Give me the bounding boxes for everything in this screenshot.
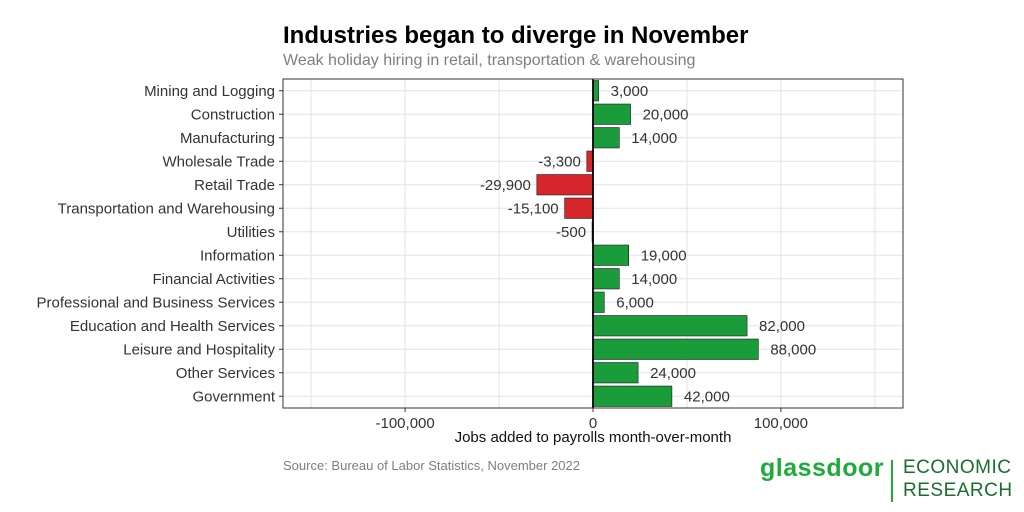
x-tick-label: 0 <box>589 415 597 432</box>
category-label: Utilities <box>227 224 275 241</box>
category-label: Education and Health Services <box>70 318 275 335</box>
category-label: Other Services <box>176 365 275 382</box>
data-label: 42,000 <box>684 388 730 405</box>
data-label: 6,000 <box>616 294 654 311</box>
category-label: Financial Activities <box>152 271 275 288</box>
chart-subtitle: Weak holiday hiring in retail, transport… <box>283 52 696 69</box>
category-label: Information <box>200 247 275 264</box>
data-label: -500 <box>556 224 586 241</box>
bar <box>592 103 631 125</box>
x-tick-label: -100,000 <box>376 415 435 432</box>
bar <box>592 338 759 360</box>
data-label: 19,000 <box>641 247 687 264</box>
data-label: 14,000 <box>631 271 677 288</box>
bar <box>564 197 594 219</box>
data-label: 82,000 <box>759 318 805 335</box>
bar <box>592 291 605 313</box>
source-note: Source: Bureau of Labor Statistics, Nove… <box>283 458 580 473</box>
chart-title: Industries began to diverge in November <box>283 22 749 49</box>
data-label: 20,000 <box>643 106 689 123</box>
category-label: Professional and Business Services <box>37 294 275 311</box>
category-label: Government <box>192 388 275 405</box>
data-label: -3,300 <box>538 153 581 170</box>
logo-divider <box>891 460 893 502</box>
category-label: Retail Trade <box>194 177 275 194</box>
category-label: Leisure and Hospitality <box>123 341 275 358</box>
bar <box>536 174 594 196</box>
bar <box>592 362 639 384</box>
category-label: Manufacturing <box>180 130 275 147</box>
logo-line-research: RESEARCH <box>903 480 1013 501</box>
bar <box>592 127 620 149</box>
bar <box>592 244 629 266</box>
x-axis-title: Jobs added to payrolls month-over-month <box>455 429 732 446</box>
category-label: Mining and Logging <box>144 83 275 100</box>
logo-line-economic: ECONOMIC <box>903 457 1012 478</box>
category-label: Construction <box>191 106 275 123</box>
glassdoor-economic-research-logo: glassdoor ECONOMIC RESEARCH <box>760 454 1013 504</box>
data-label: 14,000 <box>631 130 677 147</box>
data-label: -15,100 <box>508 200 559 217</box>
category-label: Transportation and Warehousing <box>58 200 275 217</box>
bar <box>592 268 620 290</box>
bar <box>592 315 748 337</box>
data-label: 88,000 <box>770 341 816 358</box>
logo-wordmark: glassdoor <box>760 454 884 482</box>
data-label: -29,900 <box>480 177 531 194</box>
category-label: Wholesale Trade <box>162 153 275 170</box>
bar <box>586 150 594 172</box>
data-label: 24,000 <box>650 365 696 382</box>
x-tick-label: 100,000 <box>754 415 808 432</box>
data-label: 3,000 <box>611 83 649 100</box>
bar <box>592 385 673 407</box>
